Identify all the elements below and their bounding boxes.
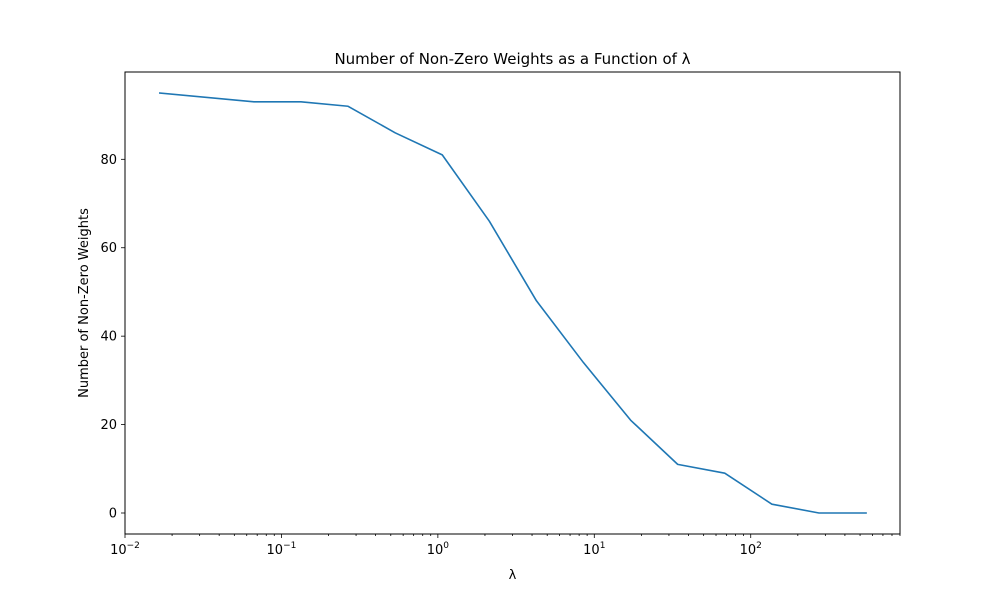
x-tick-label: 10−1 <box>267 541 297 558</box>
series-line <box>158 92 867 514</box>
y-axis-label: Number of Non-Zero Weights <box>77 208 92 398</box>
x-tick-label: 101 <box>583 541 605 558</box>
x-tick-label: 10−2 <box>110 541 140 558</box>
y-tick-label: 20 <box>100 418 117 433</box>
y-tick-label: 40 <box>100 330 117 345</box>
plot-area: 10−2 10−1 100 101 102 0 20 40 60 80 <box>100 92 901 558</box>
chart-title: Number of Non-Zero Weights as a Function… <box>334 50 690 68</box>
plot-frame <box>124 71 901 535</box>
y-tick-label: 80 <box>100 153 117 168</box>
y-tick-label: 60 <box>100 241 117 256</box>
x-tick-label: 100 <box>427 541 450 558</box>
x-axis-label: λ <box>509 568 517 583</box>
x-tick-label: 102 <box>740 541 762 558</box>
y-tick-label: 0 <box>109 507 117 522</box>
